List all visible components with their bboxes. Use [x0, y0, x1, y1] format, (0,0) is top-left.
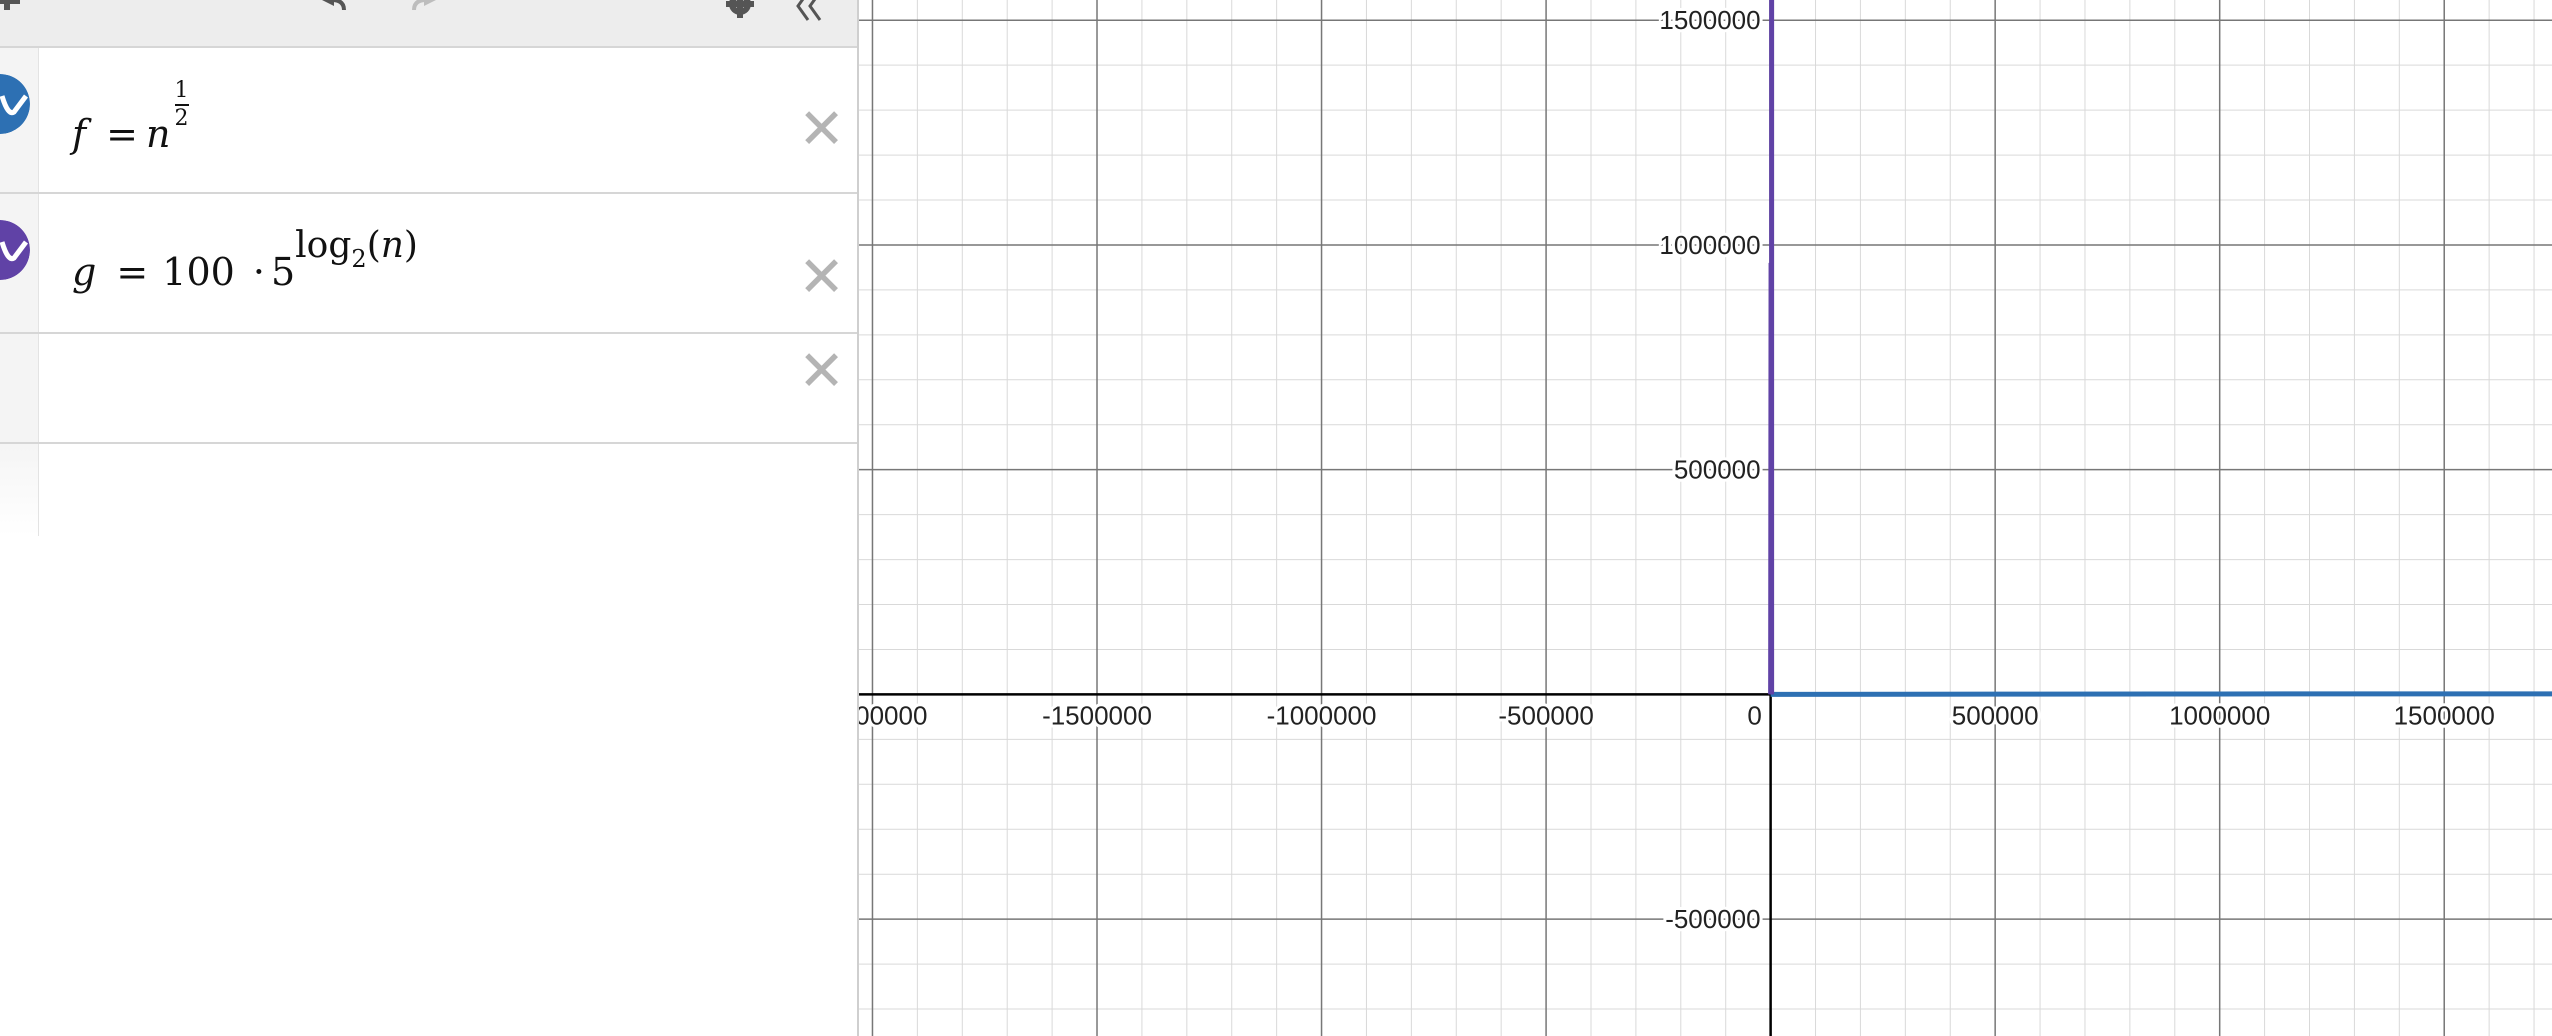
graph-line-icon[interactable]	[0, 74, 30, 134]
delete-expression-empty-button[interactable]: ✕	[798, 339, 845, 404]
exponent-log: log	[295, 225, 352, 266]
grid-major-lines	[859, 0, 2552, 1036]
expression-row-g[interactable]: g = 100 · 5log2(n) ✕	[0, 194, 857, 334]
expression-g-dot: ·	[252, 250, 265, 294]
expression-row-f[interactable]: f = n1 2 ✕	[0, 48, 857, 194]
exponent-numerator: 1	[174, 78, 189, 103]
plus-icon[interactable]	[0, 0, 24, 16]
graph-canvas[interactable]: -2000000 -1500000 -1000000 -500000 0 500000 10…	[859, 0, 2552, 1036]
expression-g-exponent: log2(n)	[295, 225, 418, 273]
redo-icon[interactable]	[410, 0, 440, 14]
undo-icon[interactable]	[318, 0, 348, 14]
x-tick-label: 0	[1747, 700, 1761, 730]
delete-expression-f-button[interactable]: ✕	[798, 97, 845, 162]
expression-g-lhs: g	[72, 250, 97, 294]
x-tick-label: -500000	[1498, 700, 1593, 730]
x-axis-tick-labels: -2000000 -1500000 -1000000 -500000 0 500000 10…	[859, 697, 2498, 733]
expression-g-coefficient: 100	[162, 250, 235, 294]
exponent-denominator: 2	[174, 106, 189, 131]
exponent-paren-close: )	[403, 225, 418, 266]
expression-g-base: 5	[270, 250, 296, 294]
expression-panel: f = n1 2 ✕ g = 100 · 5log2(n) ✕ ✕	[0, 0, 859, 1036]
expression-f-base: n	[146, 112, 171, 156]
x-tick-label: 500000	[1952, 700, 2039, 730]
graph-line-icon[interactable]	[0, 220, 30, 280]
gear-icon[interactable]	[722, 0, 758, 22]
expression-toolbar	[0, 0, 857, 48]
exponent-log-base: 2	[351, 245, 367, 273]
expression-f-lhs: f	[72, 112, 87, 156]
delete-expression-g-button[interactable]: ✕	[798, 245, 845, 310]
exponent-arg: n	[380, 225, 404, 266]
expression-f-math[interactable]: f = n1 2	[72, 80, 189, 162]
x-tick-label: -1500000	[1042, 700, 1152, 730]
expression-f-equals: =	[106, 112, 139, 156]
expression-g-math[interactable]: g = 100 · 5log2(n)	[72, 225, 418, 294]
curve-f[interactable]	[1770, 691, 2552, 697]
y-tick-label: 1000000	[1659, 230, 1760, 260]
y-tick-label: -500000	[1665, 904, 1760, 934]
x-tick-label: -1000000	[1267, 700, 1377, 730]
exponent-paren-open: (	[366, 225, 381, 266]
x-tick-label: 1000000	[2169, 700, 2270, 730]
y-tick-label: 500000	[1674, 455, 1761, 485]
x-tick-label: 1500000	[2394, 700, 2495, 730]
graph-svg[interactable]: -2000000 -1500000 -1000000 -500000 0 500000 10…	[859, 0, 2552, 1036]
double-chevron-left-icon[interactable]	[792, 0, 828, 22]
expression-row-empty[interactable]: ✕	[0, 334, 857, 444]
expression-g-equals: =	[116, 250, 149, 294]
y-axis-tick-labels: 1500000 1000000 500000 -500000	[1656, 2, 1763, 937]
x-tick-label: -2000000	[859, 700, 927, 730]
y-tick-label: 1500000	[1659, 5, 1760, 35]
curves	[1768, 0, 2552, 697]
grid-minor-lines	[859, 0, 2552, 1036]
